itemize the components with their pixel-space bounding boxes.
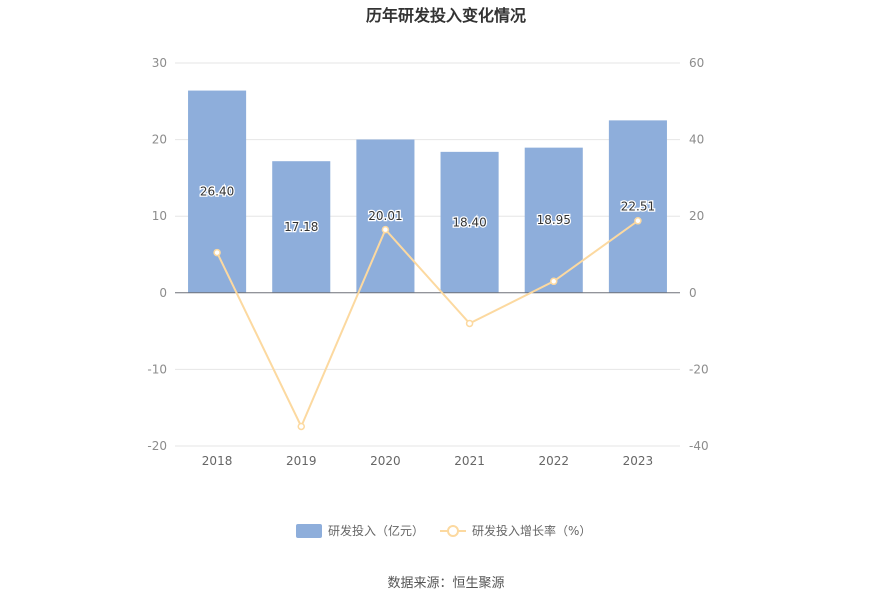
line-series	[213, 217, 642, 431]
grid	[175, 62, 680, 447]
x-tick-label: 2020	[370, 454, 401, 468]
bar-data-label: 18.40	[452, 215, 486, 229]
left-tick-label: 20	[152, 133, 167, 147]
line-point[interactable]	[381, 225, 390, 234]
bar[interactable]	[356, 139, 415, 293]
legend: 研发投入（亿元） 研发投入增长率（%）	[296, 523, 591, 538]
bar-data-label: 17.18	[284, 220, 318, 234]
legend-item-bar[interactable]: 研发投入（亿元）	[296, 523, 424, 538]
source-note: 数据来源：恒生聚源	[387, 576, 504, 591]
line-point[interactable]	[465, 319, 474, 328]
bar-data-labels: 26.40 17.18 20.01 18.40 18.95 22.51	[199, 183, 657, 235]
chart-title: 历年研发投入变化情况	[366, 6, 526, 25]
left-tick-label: 30	[152, 56, 167, 70]
line-point[interactable]	[213, 248, 221, 257]
right-tick-label: -40	[689, 439, 709, 453]
legend-item-line[interactable]: 研发投入增长率（%）	[440, 523, 591, 538]
right-tick-label: 20	[689, 209, 704, 223]
legend-bar-label: 研发投入（亿元）	[328, 523, 424, 538]
left-axis: -20 -10 0 10 20 30	[147, 56, 167, 453]
bar[interactable]	[608, 120, 667, 293]
bar-series	[188, 90, 667, 293]
line-point[interactable]	[634, 217, 642, 225]
legend-bar-swatch	[296, 524, 322, 538]
left-tick-label: 10	[152, 209, 167, 223]
line-point[interactable]	[297, 422, 305, 431]
right-tick-label: 60	[689, 56, 704, 70]
x-tick-label: 2018	[202, 454, 233, 468]
left-tick-label: -10	[147, 362, 167, 376]
bar-data-label: 20.01	[368, 209, 402, 223]
left-tick-label: 0	[159, 286, 167, 300]
right-tick-label: 0	[689, 286, 697, 300]
x-tick-label: 2019	[286, 454, 317, 468]
bar-data-label: 18.95	[537, 213, 571, 227]
bar[interactable]	[272, 161, 331, 293]
legend-line-label: 研发投入增长率（%）	[472, 523, 591, 538]
x-tick-label: 2021	[454, 454, 485, 468]
bar[interactable]	[440, 151, 499, 293]
legend-line-marker	[447, 525, 459, 537]
x-axis: 2018 2019 2020 2021 2022 2023	[202, 454, 653, 468]
x-tick-label: 2022	[538, 454, 569, 468]
bar-data-label: 26.40	[200, 185, 234, 199]
bar-data-label: 22.51	[621, 200, 655, 214]
bar[interactable]	[188, 90, 247, 293]
right-tick-label: 40	[689, 133, 704, 147]
right-axis: -40 -20 0 20 40 60	[689, 56, 709, 453]
left-tick-label: -20	[147, 439, 167, 453]
line-point[interactable]	[550, 277, 558, 286]
right-tick-label: -20	[689, 362, 709, 376]
growth-line	[216, 219, 639, 429]
x-tick-label: 2023	[623, 454, 654, 468]
